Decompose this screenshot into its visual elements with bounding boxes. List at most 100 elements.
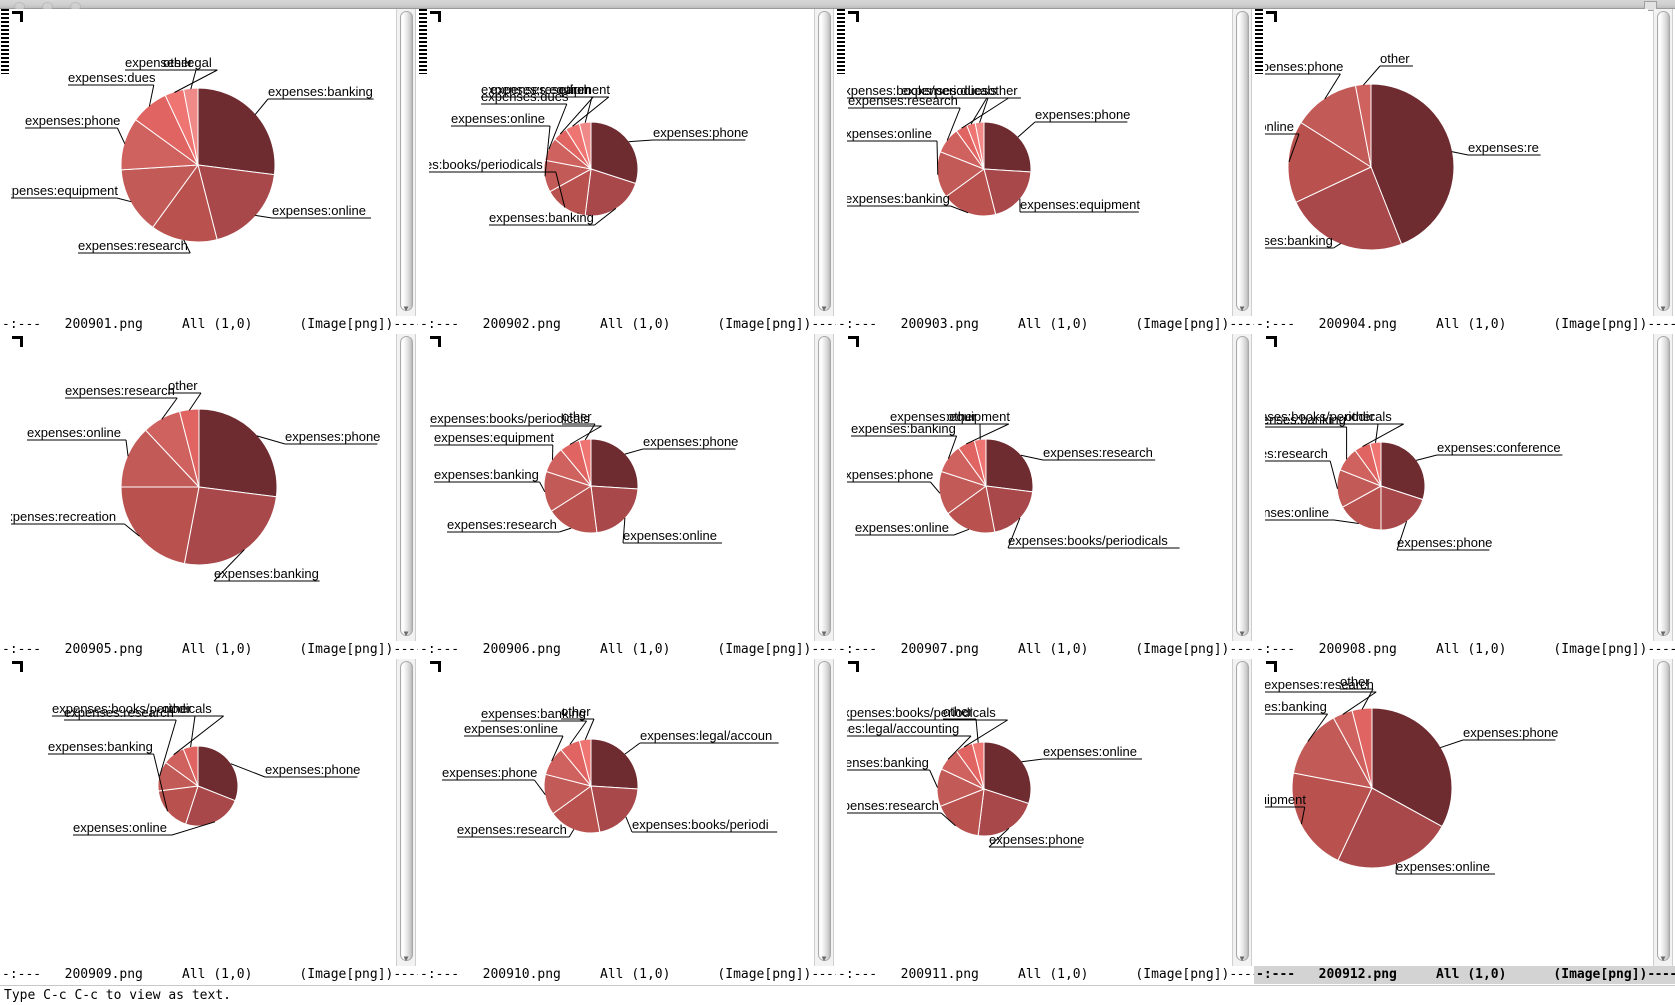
window-corner-marker-icon: [848, 336, 859, 347]
emacs-window-200909[interactable]: expenses:phone 31expenses:online 24expen…: [0, 659, 418, 984]
modeline-200908[interactable]: -:--- 200908.png All (1,0) (Image[png])-…: [1254, 641, 1675, 659]
vertical-scrollbar[interactable]: ▲▼: [1232, 334, 1252, 641]
modeline-major-mode: (Image[png]): [1506, 317, 1647, 332]
modeline-status: -:---: [1254, 317, 1295, 332]
modeline-major-mode: (Image[png]): [670, 967, 811, 982]
vertical-scrollbar[interactable]: ▲▼: [1232, 659, 1252, 966]
vertical-scrollbar[interactable]: ▲▼: [1653, 9, 1673, 316]
emacs-window-200901[interactable]: expenses:banking 27expenses:online 19exp…: [0, 9, 418, 334]
modeline-status: -:---: [836, 317, 877, 332]
pie-label: other: [988, 83, 1018, 98]
image-canvas: expenses:phone 30expenses:banking 22expe…: [429, 9, 812, 316]
pie-label: expenses:online: [623, 528, 717, 543]
emacs-window-200912[interactable]: expenses:phone 33expenses:online 24expen…: [1254, 659, 1675, 984]
scrollbar-thumb[interactable]: [818, 11, 831, 311]
scrollbar-thumb[interactable]: [1236, 11, 1249, 311]
image-canvas: expenses:conference 30expenses:phone 20e…: [1265, 334, 1648, 641]
modeline-200901[interactable]: -:--- 200901.png All (1,0) (Image[png])-…: [0, 316, 418, 334]
modeline-200906[interactable]: -:--- 200906.png All (1,0) (Image[png])-…: [418, 641, 836, 659]
pie-chart: expenses:research 44expenses:banking 24e…: [1265, 9, 1648, 316]
vertical-scrollbar[interactable]: ▲▼: [1653, 334, 1673, 641]
image-canvas: expenses:banking 27expenses:online 19exp…: [11, 9, 394, 316]
vertical-scrollbar[interactable]: ▲▼: [814, 659, 834, 966]
scroll-down-arrow-icon[interactable]: ▼: [1233, 628, 1251, 640]
modeline-position: All (1,0): [979, 642, 1089, 657]
scrollbar-thumb[interactable]: [400, 336, 413, 636]
pie-label-leader: [559, 528, 571, 532]
emacs-window-200904[interactable]: expenses:research 44expenses:banking 24e…: [1254, 9, 1675, 334]
scrollbar-thumb[interactable]: [818, 336, 831, 636]
modeline-status: -:---: [0, 317, 41, 332]
pie-label: expenses:banking: [268, 84, 373, 99]
modeline-filename: 200905.png: [41, 642, 143, 657]
pie-label: expenses:research: [1043, 445, 1153, 460]
modeline-200911[interactable]: -:--- 200911.png All (1,0) (Image[png])-…: [836, 966, 1254, 984]
emacs-window-200910[interactable]: expenses:legal/accounting 26expenses:boo…: [418, 659, 836, 984]
vertical-scrollbar[interactable]: ▲▼: [1653, 659, 1673, 966]
scroll-down-arrow-icon[interactable]: ▼: [397, 628, 415, 640]
modeline-filler: ------------------------------------: [811, 967, 836, 982]
left-fringe: [418, 9, 429, 316]
vertical-scrollbar[interactable]: ▲▼: [1232, 9, 1252, 316]
modeline-position: All (1,0): [143, 642, 253, 657]
scroll-down-arrow-icon[interactable]: ▼: [1654, 628, 1672, 640]
modeline-status: -:---: [1254, 642, 1295, 657]
pie-chart: expenses:banking 27expenses:online 19exp…: [11, 9, 394, 316]
image-canvas: expenses:research 44expenses:banking 24e…: [1265, 9, 1648, 316]
pie-label-leader: [625, 743, 640, 754]
modeline-200903[interactable]: -:--- 200903.png All (1,0) (Image[png])-…: [836, 316, 1254, 334]
left-fringe: [0, 659, 11, 966]
emacs-window-200903[interactable]: expenses:phone 26expenses:equipment 20ex…: [836, 9, 1254, 334]
pie-label-leader: [189, 393, 201, 410]
scroll-down-arrow-icon[interactable]: ▼: [815, 628, 833, 640]
scroll-down-arrow-icon[interactable]: ▼: [1654, 953, 1672, 965]
modeline-200910[interactable]: -:--- 200910.png All (1,0) (Image[png])-…: [418, 966, 836, 984]
window-row: expenses:phone 27expenses:banking 26expe…: [0, 334, 1675, 659]
vertical-scrollbar[interactable]: ▲▼: [396, 659, 416, 966]
vertical-scrollbar[interactable]: ▲▼: [396, 334, 416, 641]
left-fringe: [836, 9, 847, 316]
scrollbar-thumb[interactable]: [818, 661, 831, 961]
scroll-down-arrow-icon[interactable]: ▼: [815, 953, 833, 965]
scrollbar-thumb[interactable]: [400, 661, 413, 961]
scrollbar-thumb[interactable]: [1657, 11, 1670, 311]
scrollbar-thumb[interactable]: [400, 11, 413, 311]
scrollbar-thumb[interactable]: [1236, 336, 1249, 636]
scroll-down-arrow-icon[interactable]: ▼: [1233, 303, 1251, 315]
modeline-200909[interactable]: -:--- 200909.png All (1,0) (Image[png])-…: [0, 966, 418, 984]
scroll-down-arrow-icon[interactable]: ▼: [815, 303, 833, 315]
emacs-window-200906[interactable]: expenses:phone 26expenses:online 22expen…: [418, 334, 836, 659]
pie-label: expenses:online: [1265, 505, 1329, 520]
pie-slice: expenses:phone 26: [591, 439, 638, 489]
vertical-scrollbar[interactable]: ▲▼: [396, 9, 416, 316]
scrollbar-thumb[interactable]: [1236, 661, 1249, 961]
scroll-down-arrow-icon[interactable]: ▼: [1233, 953, 1251, 965]
vertical-scrollbar[interactable]: ▲▼: [814, 9, 834, 316]
scroll-down-arrow-icon[interactable]: ▼: [397, 303, 415, 315]
scroll-down-arrow-icon[interactable]: ▼: [1654, 303, 1672, 315]
emacs-window-200907[interactable]: expenses:research 27expenses:books/perio…: [836, 334, 1254, 659]
modeline-200902[interactable]: -:--- 200902.png All (1,0) (Image[png])-…: [418, 316, 836, 334]
pie-label: expenses:research: [847, 798, 939, 813]
pie-slice: expenses:banking 27: [198, 88, 275, 175]
pie-label-leader: [585, 97, 592, 123]
modeline-status: -:---: [836, 967, 877, 982]
emacs-window-200905[interactable]: expenses:phone 27expenses:banking 26expe…: [0, 334, 418, 659]
modeline-200905[interactable]: -:--- 200905.png All (1,0) (Image[png])-…: [0, 641, 418, 659]
vertical-scrollbar[interactable]: ▲▼: [814, 334, 834, 641]
scroll-down-arrow-icon[interactable]: ▼: [397, 953, 415, 965]
scrollbar-thumb[interactable]: [1657, 336, 1670, 636]
emacs-window-200908[interactable]: expenses:conference 30expenses:phone 20e…: [1254, 334, 1675, 659]
modeline-200907[interactable]: -:--- 200907.png All (1,0) (Image[png])-…: [836, 641, 1254, 659]
modeline-200912[interactable]: -:--- 200912.png All (1,0) (Image[png])-…: [1254, 966, 1675, 984]
scrollbar-thumb[interactable]: [1657, 661, 1670, 961]
pie-slice: expenses:phone 26: [984, 122, 1031, 172]
modeline-200904[interactable]: -:--- 200904.png All (1,0) (Image[png])-…: [1254, 316, 1675, 334]
continuation-dashes-icon: [837, 9, 845, 74]
pie-label: expenses:legal/accounting: [847, 721, 959, 736]
modeline-filename: 200901.png: [41, 317, 143, 332]
modeline-filler: ------------------------------------: [1229, 317, 1254, 332]
emacs-window-200911[interactable]: expenses:online 30expenses:phone 22expen…: [836, 659, 1254, 984]
emacs-window-200902[interactable]: expenses:phone 30expenses:banking 22expe…: [418, 9, 836, 334]
modeline-major-mode: (Image[png]): [252, 967, 393, 982]
